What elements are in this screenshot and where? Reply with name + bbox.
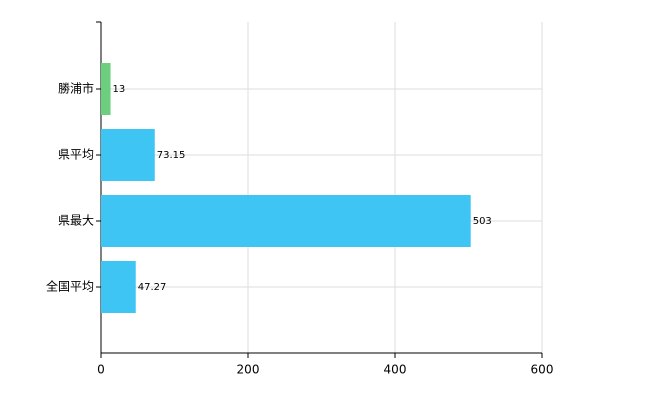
bar [101,63,111,115]
y-tick-label: 勝浦市 [58,81,94,96]
value-label: 13 [113,84,126,95]
bar [101,195,471,247]
bar [101,261,136,313]
y-tick-label: 全国平均 [46,279,94,294]
x-tick-label: 200 [237,363,260,377]
x-tick-label: 400 [384,363,407,377]
x-tick-label: 0 [97,363,105,377]
x-tick-label: 600 [531,363,554,377]
value-label: 47.27 [138,282,167,293]
value-label: 503 [473,216,492,227]
value-label: 73.15 [157,150,186,161]
y-tick-label: 県平均 [58,148,94,162]
y-tick-label: 県最大 [58,214,94,228]
bar [101,129,155,181]
